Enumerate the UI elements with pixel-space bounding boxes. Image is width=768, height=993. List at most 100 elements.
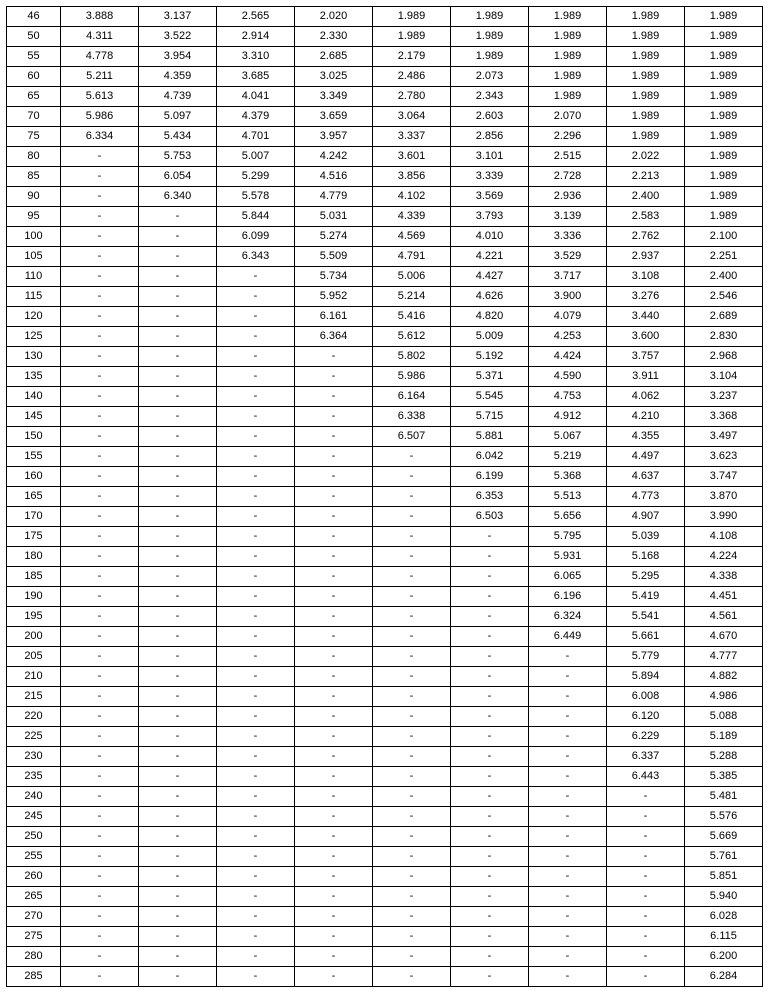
table-row: 504.3113.5222.9142.3301.9891.9891.9891.9… [7, 27, 763, 47]
data-cell: - [451, 747, 529, 767]
data-cell: 3.522 [139, 27, 217, 47]
data-cell: 3.025 [295, 67, 373, 87]
row-label-cell: 135 [7, 367, 61, 387]
data-cell: - [373, 787, 451, 807]
data-cell: 4.626 [451, 287, 529, 307]
data-cell: - [295, 467, 373, 487]
data-cell: 6.443 [607, 767, 685, 787]
data-cell: - [61, 547, 139, 567]
data-cell: 2.565 [217, 7, 295, 27]
data-cell: - [607, 927, 685, 947]
data-cell: - [373, 807, 451, 827]
row-label-cell: 275 [7, 927, 61, 947]
data-cell: 2.728 [529, 167, 607, 187]
data-cell: 5.509 [295, 247, 373, 267]
data-cell: 5.274 [295, 227, 373, 247]
data-cell: - [139, 767, 217, 787]
data-cell: - [139, 527, 217, 547]
data-cell: 6.449 [529, 627, 607, 647]
table-row: 95--5.8445.0314.3393.7933.1392.5831.989 [7, 207, 763, 227]
data-cell: 2.546 [685, 287, 763, 307]
data-cell: 6.364 [295, 327, 373, 347]
row-label-cell: 235 [7, 767, 61, 787]
data-cell: - [217, 827, 295, 847]
data-cell: - [61, 627, 139, 647]
table-row: 140----6.1645.5454.7534.0623.237 [7, 387, 763, 407]
data-cell: 3.237 [685, 387, 763, 407]
data-cell: - [451, 687, 529, 707]
table-row: 245--------5.576 [7, 807, 763, 827]
data-cell: 1.989 [529, 67, 607, 87]
data-cell: 4.311 [61, 27, 139, 47]
data-cell: 5.088 [685, 707, 763, 727]
data-cell: 3.336 [529, 227, 607, 247]
data-cell: - [61, 387, 139, 407]
data-cell: 5.931 [529, 547, 607, 567]
data-cell: 5.434 [139, 127, 217, 147]
data-cell: 3.856 [373, 167, 451, 187]
data-cell: - [61, 787, 139, 807]
data-cell: - [139, 887, 217, 907]
data-cell: - [373, 667, 451, 687]
data-cell: - [373, 887, 451, 907]
data-cell: - [139, 847, 217, 867]
data-cell: 1.989 [607, 67, 685, 87]
data-cell: - [451, 567, 529, 587]
data-cell: - [607, 827, 685, 847]
table-row: 265--------5.940 [7, 887, 763, 907]
data-cell: - [61, 967, 139, 987]
data-cell: 6.054 [139, 167, 217, 187]
data-cell: 2.762 [607, 227, 685, 247]
data-cell: 5.513 [529, 487, 607, 507]
data-cell: - [295, 747, 373, 767]
data-cell: 2.022 [607, 147, 685, 167]
data-cell: 4.253 [529, 327, 607, 347]
data-cell: 6.334 [61, 127, 139, 147]
data-cell: - [61, 907, 139, 927]
data-table: 463.8883.1372.5652.0201.9891.9891.9891.9… [6, 6, 763, 987]
data-cell: - [295, 967, 373, 987]
data-cell: 3.747 [685, 467, 763, 487]
data-cell: 6.284 [685, 967, 763, 987]
data-cell: - [139, 327, 217, 347]
data-cell: 6.065 [529, 567, 607, 587]
data-cell: - [451, 907, 529, 927]
data-cell: - [61, 527, 139, 547]
data-cell: - [61, 887, 139, 907]
table-row: 80-5.7535.0074.2423.6013.1012.5152.0221.… [7, 147, 763, 167]
data-cell: 6.161 [295, 307, 373, 327]
table-row: 185------6.0655.2954.338 [7, 567, 763, 587]
data-cell: - [217, 947, 295, 967]
data-cell: 3.101 [451, 147, 529, 167]
data-cell: 6.199 [451, 467, 529, 487]
data-cell: 6.115 [685, 927, 763, 947]
data-cell: - [373, 507, 451, 527]
row-label-cell: 255 [7, 847, 61, 867]
data-cell: 5.881 [451, 427, 529, 447]
table-row: 150----6.5075.8815.0674.3553.497 [7, 427, 763, 447]
data-cell: 5.541 [607, 607, 685, 627]
table-row: 145----6.3385.7154.9124.2103.368 [7, 407, 763, 427]
data-cell: 2.914 [217, 27, 295, 47]
data-cell: 3.569 [451, 187, 529, 207]
data-cell: - [217, 407, 295, 427]
data-cell: 6.324 [529, 607, 607, 627]
data-cell: - [607, 967, 685, 987]
data-cell: - [217, 467, 295, 487]
data-cell: - [373, 687, 451, 707]
data-cell: - [61, 247, 139, 267]
data-cell: 3.685 [217, 67, 295, 87]
data-cell: 2.583 [607, 207, 685, 227]
data-cell: 1.989 [451, 7, 529, 27]
row-label-cell: 50 [7, 27, 61, 47]
data-cell: 1.989 [685, 27, 763, 47]
data-cell: 5.715 [451, 407, 529, 427]
row-label-cell: 190 [7, 587, 61, 607]
data-cell: - [217, 747, 295, 767]
data-cell: 5.031 [295, 207, 373, 227]
data-cell: - [373, 947, 451, 967]
row-label-cell: 185 [7, 567, 61, 587]
data-cell: 5.097 [139, 107, 217, 127]
data-cell: 5.940 [685, 887, 763, 907]
row-label-cell: 55 [7, 47, 61, 67]
